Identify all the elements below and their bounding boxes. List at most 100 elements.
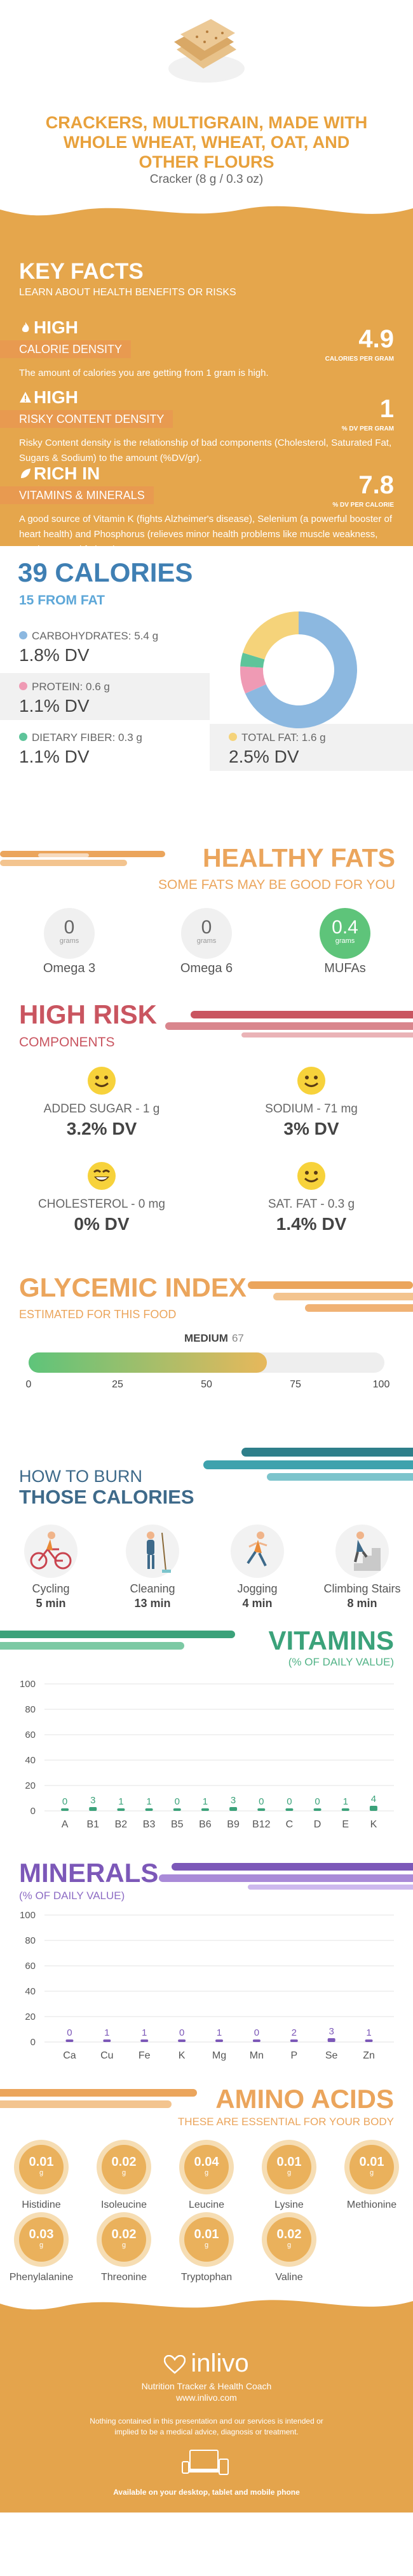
amino-isoleucine: 0.02 g Isoleucine [83, 2145, 165, 2211]
disclaimer: Nothing contained in this presentation a… [90, 2417, 323, 2436]
vitamin-ytick: 80 [25, 1704, 36, 1715]
mineral-bar-cu [103, 2039, 111, 2042]
mineral-category-label: Se [325, 2050, 338, 2061]
key-facts-subtitle: LEARN ABOUT HEALTH BENEFITS OR RISKS [19, 287, 236, 298]
activity-cleaning: Cleaning 13 min [105, 1524, 200, 1610]
burn-title-bold: THOSE CALORIES [19, 1486, 194, 1508]
nutrient-dv: 1.1% DV [19, 696, 90, 716]
amino-acids-title: AMINO ACIDS [215, 2084, 394, 2114]
vitamin-value-label: 0 [259, 1796, 264, 1807]
hero-section: CRACKERS, MULTIGRAIN, MADE WITH WHOLE WH… [0, 0, 413, 190]
vitamin-bar-b5 [173, 1808, 181, 1811]
amino-label: Leucine [188, 2199, 225, 2210]
nutrient-dv: 1.1% DV [19, 747, 90, 766]
key-facts-title: KEY FACTS [19, 259, 144, 284]
mineral-ytick: 20 [25, 2012, 36, 2022]
fact-value: 4.9 [358, 325, 394, 353]
fact-label: VITAMINS & MINERALS [0, 486, 154, 504]
vitamin-value-label: 1 [343, 1796, 348, 1807]
legend-dot [19, 631, 27, 639]
mineral-bar-mn [252, 2039, 261, 2042]
mineral-category-label: P [290, 2050, 297, 2061]
minerals-section: MINERALS (% OF DAILY VALUE) 0 20 40 60 80 100… [0, 1848, 413, 2076]
minerals-title: MINERALS [19, 1858, 159, 1888]
vitamins-bar-chart: 0 20 40 60 80 100 0 A 3 B1 1 B2 1 B3 0 B5 1 B6 3 B9 0 B12 0 C 0 D… [20, 1679, 394, 1830]
fat-omega-6: 0 grams Omega 6 [159, 908, 254, 976]
fact-level: HIGH [19, 317, 78, 338]
nutrient-dietary-fiber: DIETARY FIBER: 0.3 g 1.1% DV [19, 731, 142, 766]
jogging-icon [231, 1525, 284, 1578]
vitamin-value-label: 4 [371, 1794, 376, 1805]
amino-amount-circle: 0.01 g [19, 2145, 64, 2189]
donut-slice-carbohydrates [245, 611, 357, 728]
mineral-value-label: 1 [104, 2027, 109, 2038]
decorative-stripes [0, 2089, 197, 2108]
mineral-ytick: 0 [30, 2037, 36, 2048]
mineral-ytick: 100 [20, 1910, 36, 1921]
devices-icon [182, 2450, 229, 2475]
mineral-bar-se [327, 2038, 335, 2042]
mineral-category-label: Mg [212, 2050, 226, 2061]
amino-amount-circle: 0.01 g [267, 2145, 311, 2189]
legend-dot [19, 682, 27, 690]
glycemic-tick: 75 [290, 1379, 301, 1390]
activity-time: 5 min [36, 1597, 66, 1610]
amino-label: Valine [275, 2272, 303, 2283]
glycemic-level: MEDIUM 67 [184, 1332, 244, 1344]
high-risk-section: HIGH RISK COMPONENTS ADDED SUGAR - 1 g 3… [0, 991, 413, 1264]
activity-cycling: Cycling 5 min [3, 1524, 98, 1610]
vitamin-value-label: 1 [146, 1796, 151, 1807]
calories-subtitle: 15 FROM FAT [19, 593, 105, 608]
calories-section: 39 CALORIES 15 FROM FAT CARBOHYDRATES: 5… [0, 546, 413, 825]
vitamin-ytick: 20 [25, 1780, 36, 1791]
amino-label: Phenylalanine [9, 2272, 74, 2283]
mineral-value-label: 0 [254, 2027, 259, 2038]
flame-icon [22, 322, 29, 332]
vitamin-ytick: 40 [25, 1755, 36, 1766]
vitamin-category-label: C [286, 1819, 294, 1830]
nutrient-total-fat: TOTAL FAT: 1.6 g 2.5% DV [210, 724, 413, 771]
mineral-bar-p [290, 2039, 298, 2042]
vitamin-value-label: 0 [315, 1796, 320, 1807]
decorative-stripes [0, 1631, 235, 1650]
fat-label: MUFAs [324, 961, 366, 975]
fact-description: A good source of Vitamin K (fights Alzhe… [19, 514, 393, 546]
wave-divider [0, 190, 413, 216]
vitamin-category-label: B1 [86, 1819, 99, 1830]
risk-sodium: SODIUM - 71 mg 3% DV [216, 1065, 407, 1139]
fat-amount-circle: 0.4 grams [320, 908, 370, 959]
brand-logo[interactable]: inlivo [0, 2349, 413, 2378]
fat-amount-circle: 0 grams [44, 908, 95, 959]
vitamin-category-label: E [342, 1819, 349, 1830]
mineral-category-label: Zn [363, 2050, 375, 2061]
amino-amount-circle: 0.02 g [102, 2217, 146, 2262]
stairs-icon [335, 1525, 389, 1578]
fact-level: HIGH [19, 387, 78, 408]
mineral-value-label: 1 [217, 2027, 222, 2038]
mineral-bar-fe [140, 2039, 149, 2042]
minerals-subtitle: (% OF DAILY VALUE) [19, 1890, 125, 1902]
crackers-image [168, 19, 245, 83]
mineral-category-label: Ca [63, 2050, 76, 2061]
amino-phenylalanine: 0.03 g Phenylalanine [0, 2217, 83, 2283]
brand-url[interactable]: www.inlivo.com [176, 2392, 237, 2403]
glycemic-subtitle: ESTIMATED FOR THIS FOOD [19, 1308, 177, 1321]
smiley-face-icon [297, 1067, 325, 1095]
leaf-icon [21, 469, 30, 478]
infographic: CRACKERS, MULTIGRAIN, MADE WITH WHOLE WH… [0, 0, 413, 2513]
mineral-category-label: K [179, 2050, 186, 2061]
activity-climbing-stairs: Climbing Stairs 8 min [315, 1524, 410, 1610]
vitamin-category-label: D [314, 1819, 322, 1830]
amino-amount-circle: 0.01 g [184, 2217, 229, 2262]
glycemic-section: GLYCEMIC INDEX ESTIMATED FOR THIS FOOD M… [0, 1264, 413, 1429]
decorative-stripes [165, 1011, 413, 1038]
nutrient-dv: 2.5% DV [229, 747, 299, 766]
risk-label: ADDED SUGAR - 1 g [43, 1102, 160, 1116]
activity-time: 13 min [134, 1597, 171, 1610]
vitamin-category-label: B2 [115, 1819, 128, 1830]
vitamin-category-label: A [62, 1819, 69, 1830]
vitamin-bar-e [341, 1808, 349, 1811]
fact-label: CALORIE DENSITY [0, 340, 132, 358]
calories-title: 39 CALORIES [18, 557, 193, 587]
vitamin-category-label: B3 [143, 1819, 156, 1830]
